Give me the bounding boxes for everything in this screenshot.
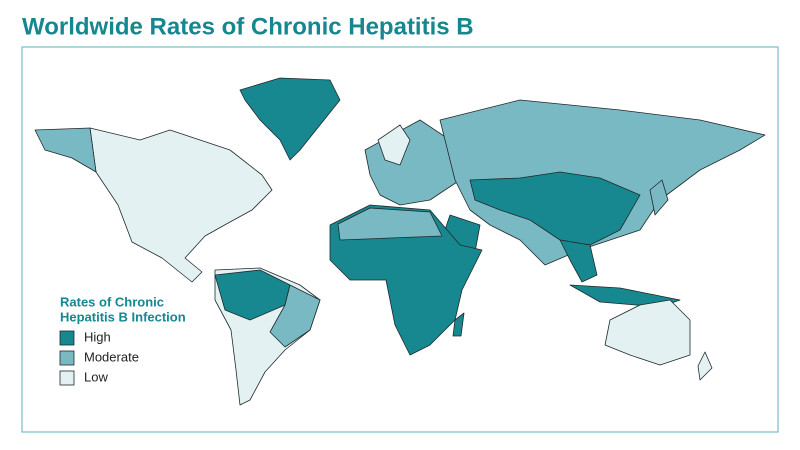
region — [89, 127, 273, 283]
world-map — [34, 77, 766, 406]
legend-title: Hepatitis B Infection — [60, 309, 186, 324]
region — [469, 171, 641, 246]
region — [649, 179, 669, 216]
legend-label: Low — [84, 369, 108, 384]
region — [239, 77, 341, 161]
region — [697, 351, 713, 381]
region — [34, 127, 97, 173]
region — [269, 284, 321, 348]
region — [337, 207, 443, 241]
legend-swatch — [59, 370, 75, 386]
region — [377, 124, 411, 166]
legend-swatch — [59, 350, 75, 366]
region — [329, 204, 483, 356]
title: Worldwide Rates of Chronic Hepatitis B — [22, 13, 474, 40]
legend-title: Rates of Chronic — [60, 294, 164, 309]
region — [559, 239, 598, 283]
region — [569, 284, 681, 308]
region — [604, 299, 691, 366]
legend-swatch — [59, 330, 75, 346]
region — [452, 312, 465, 337]
legend-label: High — [84, 329, 111, 344]
legend-label: Moderate — [84, 349, 139, 364]
